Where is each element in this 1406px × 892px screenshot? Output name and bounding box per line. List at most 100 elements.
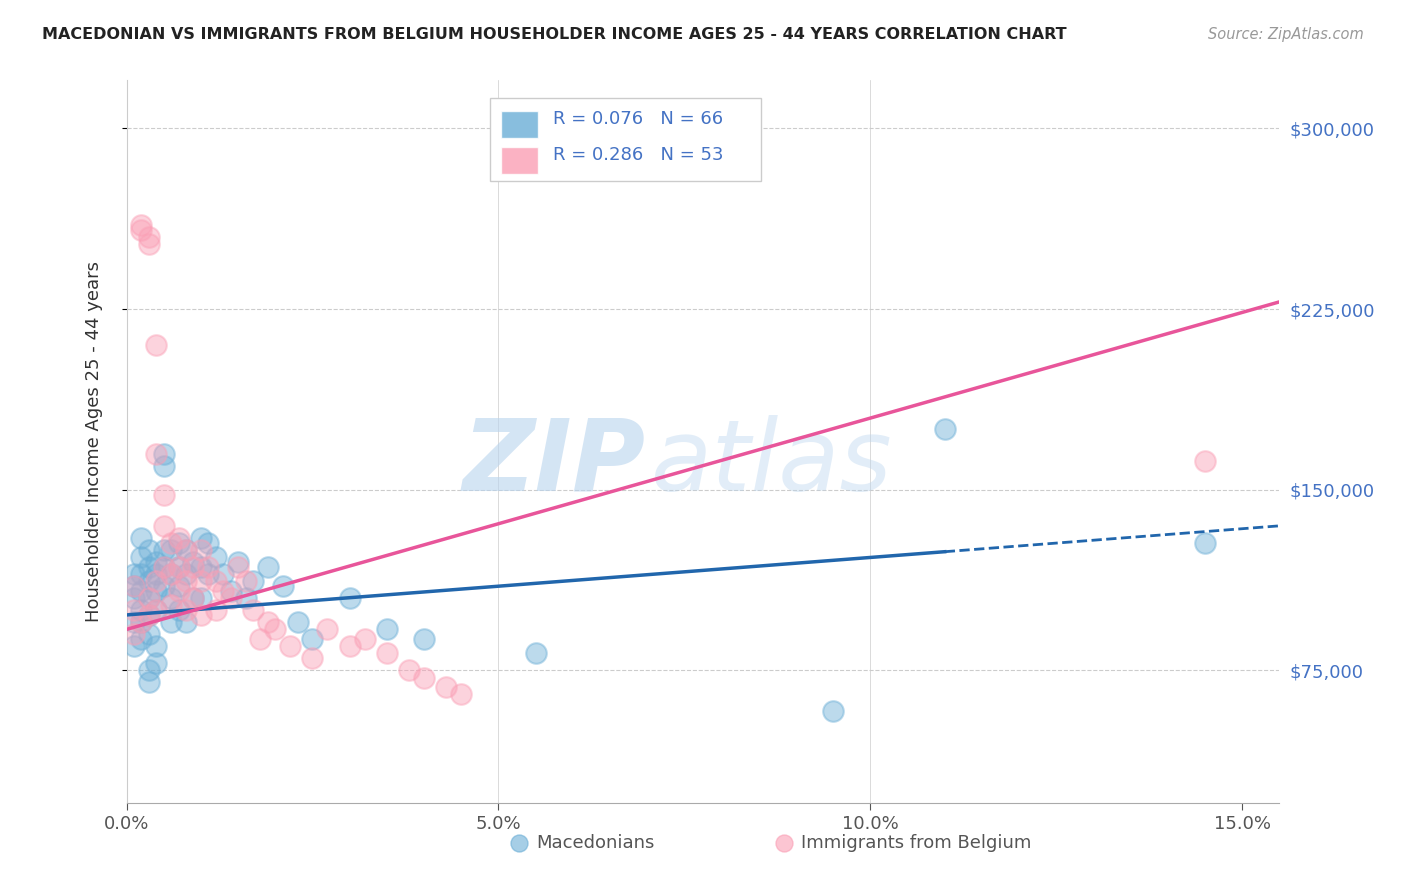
Point — [152, 542, 174, 557]
Point — [197, 559, 219, 574]
Point — [131, 632, 153, 646]
Point — [145, 574, 167, 589]
Point — [145, 567, 167, 582]
Point — [131, 531, 153, 545]
Point — [212, 567, 235, 582]
Point — [160, 615, 183, 630]
Point — [167, 583, 190, 598]
Point — [190, 607, 212, 622]
Point — [174, 574, 197, 589]
Point — [145, 338, 167, 352]
Point — [413, 671, 436, 685]
Point — [167, 603, 190, 617]
Point — [122, 591, 145, 606]
Point — [131, 222, 153, 236]
Point — [145, 583, 167, 598]
FancyBboxPatch shape — [502, 111, 538, 138]
Point — [450, 687, 472, 701]
Point — [219, 591, 242, 606]
Point — [122, 567, 145, 582]
Point — [204, 550, 226, 565]
Point — [190, 531, 212, 545]
Point — [183, 591, 205, 606]
Point — [235, 574, 257, 589]
Point — [152, 446, 174, 460]
Point — [138, 559, 160, 574]
Point — [145, 639, 167, 653]
Point — [524, 647, 547, 661]
Point — [398, 664, 420, 678]
Text: atlas: atlas — [651, 415, 893, 512]
Point — [138, 230, 160, 244]
Point — [249, 632, 271, 646]
Point — [1194, 535, 1216, 549]
Point — [413, 632, 436, 646]
Point — [375, 623, 398, 637]
Text: R = 0.076   N = 66: R = 0.076 N = 66 — [553, 110, 723, 128]
Point — [190, 559, 212, 574]
Point — [301, 651, 323, 665]
Point — [375, 647, 398, 661]
Point — [212, 583, 235, 598]
Point — [242, 603, 264, 617]
FancyBboxPatch shape — [502, 147, 538, 174]
Point — [197, 535, 219, 549]
Point — [226, 555, 249, 569]
Point — [278, 639, 301, 653]
Point — [174, 603, 197, 617]
Point — [287, 615, 309, 630]
Point — [122, 603, 145, 617]
Point — [301, 632, 323, 646]
Point — [353, 632, 375, 646]
Point — [160, 599, 183, 613]
Point — [190, 542, 212, 557]
Text: Immigrants from Belgium: Immigrants from Belgium — [801, 833, 1032, 852]
Point — [152, 487, 174, 501]
Point — [152, 559, 174, 574]
Point — [152, 559, 174, 574]
Point — [190, 591, 212, 606]
Point — [145, 603, 167, 617]
Point — [197, 567, 219, 582]
Text: Source: ZipAtlas.com: Source: ZipAtlas.com — [1208, 27, 1364, 42]
Y-axis label: Householder Income Ages 25 - 44 years: Householder Income Ages 25 - 44 years — [84, 261, 103, 622]
Point — [1194, 454, 1216, 468]
Point — [434, 680, 457, 694]
Point — [934, 423, 956, 437]
Point — [316, 623, 339, 637]
Point — [145, 656, 167, 670]
Point — [122, 615, 145, 630]
Point — [138, 607, 160, 622]
Point — [167, 559, 190, 574]
Text: Macedonians: Macedonians — [536, 833, 654, 852]
Point — [257, 615, 280, 630]
Point — [339, 591, 361, 606]
Point — [131, 615, 153, 630]
Text: MACEDONIAN VS IMMIGRANTS FROM BELGIUM HOUSEHOLDER INCOME AGES 25 - 44 YEARS CORR: MACEDONIAN VS IMMIGRANTS FROM BELGIUM HO… — [42, 27, 1067, 42]
Point — [183, 555, 205, 569]
Point — [167, 559, 190, 574]
Point — [138, 675, 160, 690]
Point — [271, 579, 294, 593]
Point — [167, 535, 190, 549]
Point — [131, 583, 153, 598]
Point — [131, 603, 153, 617]
Point — [264, 623, 287, 637]
Point — [152, 579, 174, 593]
Point — [167, 579, 190, 593]
Point — [174, 567, 197, 582]
Point — [174, 542, 197, 557]
Point — [160, 535, 183, 549]
Point — [145, 446, 167, 460]
Point — [152, 458, 174, 473]
Point — [152, 519, 174, 533]
Text: R = 0.286   N = 53: R = 0.286 N = 53 — [553, 145, 724, 164]
Point — [131, 550, 153, 565]
Point — [122, 579, 145, 593]
Point — [183, 559, 205, 574]
Point — [167, 531, 190, 545]
Point — [138, 664, 160, 678]
Point — [122, 639, 145, 653]
Point — [138, 627, 160, 641]
Text: ZIP: ZIP — [463, 415, 645, 512]
